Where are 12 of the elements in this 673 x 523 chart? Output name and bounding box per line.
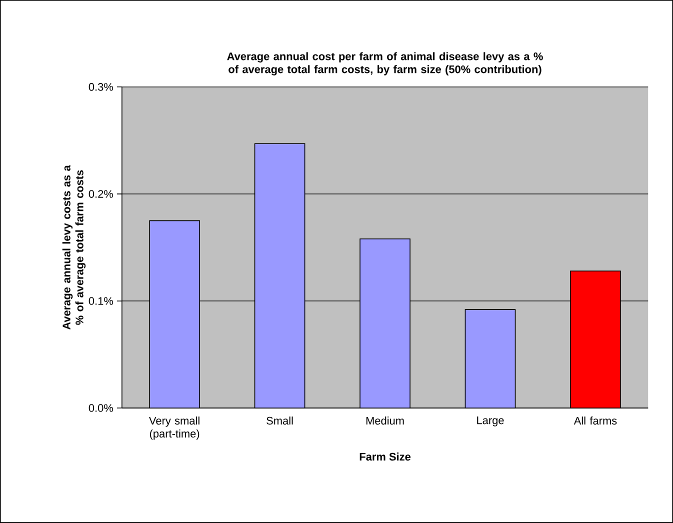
- y-tick-label: 0.3%: [88, 83, 114, 91]
- x-tick-label: Large: [477, 416, 504, 426]
- x-tick-label: Small: [266, 416, 293, 425]
- x-axis-title: Farm Size: [360, 452, 411, 461]
- y-tick-label: 0.1%: [88, 297, 114, 305]
- chart-title: Average annual cost per farm of animal disease levy as a % of average total farm costs, by farm size (50% contribution): [227, 52, 543, 76]
- y-tick-label: 0.2%: [88, 190, 114, 198]
- x-tick-label: Very small (part-time): [149, 416, 200, 440]
- x-tick-label: Medium: [366, 416, 404, 425]
- y-tick-label: 0.0%: [88, 404, 114, 412]
- y-axis-title: Average annual levy costs as a % of average total farm costs: [62, 165, 86, 330]
- x-tick-label: All farms: [574, 416, 617, 425]
